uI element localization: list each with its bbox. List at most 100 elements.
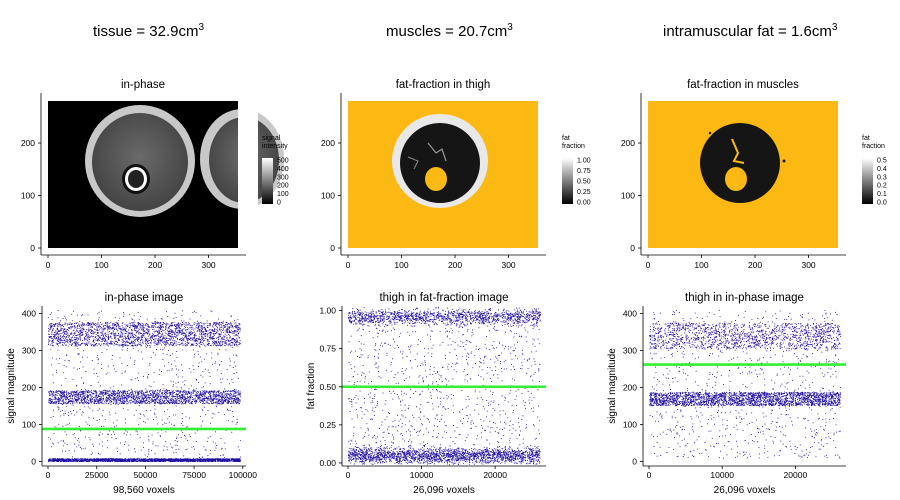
scatter-point — [85, 402, 87, 404]
scatter-point — [191, 461, 193, 462]
scatter-point — [141, 397, 143, 399]
scatter-point — [148, 397, 150, 399]
scatter-point — [138, 392, 140, 394]
scatter-point — [145, 324, 147, 326]
scatter-point — [64, 390, 65, 392]
scatter-point — [87, 339, 88, 341]
scatter-point — [235, 341, 237, 343]
scatter-point — [177, 338, 178, 340]
scatter-point — [176, 324, 178, 326]
scatter-point — [90, 326, 92, 328]
scatter-point — [162, 399, 164, 401]
scatter-point — [120, 398, 121, 400]
scatter-point — [201, 392, 203, 393]
scatter-point — [156, 394, 158, 396]
scatter-point — [56, 323, 58, 325]
scatter-point — [171, 402, 173, 404]
scatter-point — [160, 397, 162, 398]
scatter-point — [99, 336, 101, 338]
scatter-point — [160, 339, 161, 341]
scatter-point — [132, 398, 134, 400]
scatter-point — [128, 322, 130, 324]
scatter-point — [110, 398, 112, 400]
scatter-point — [80, 396, 81, 398]
scatter-point — [222, 393, 224, 394]
scatter-point — [90, 329, 92, 331]
scatter-point — [177, 338, 179, 340]
legend-tick-label: 0.75 — [577, 168, 591, 175]
scatter-point — [91, 322, 93, 324]
scatter-point — [210, 338, 212, 340]
scatter-point — [57, 332, 58, 334]
scatter-point — [146, 323, 147, 324]
scatter-point — [49, 395, 51, 396]
scatter-point — [113, 324, 115, 326]
scatter-point — [105, 342, 107, 344]
scatter-point — [207, 339, 209, 340]
scatter-point — [161, 402, 162, 404]
scatter-point — [232, 390, 233, 392]
scatter-point — [130, 342, 132, 344]
scatter-point — [212, 342, 214, 344]
scatter-point — [174, 340, 176, 342]
scatter-point — [177, 397, 178, 399]
scatter-point — [197, 460, 199, 461]
scatter-point — [69, 461, 71, 462]
legend-tick-label: 0.3 — [877, 174, 887, 181]
scatter-point — [60, 403, 62, 404]
scatter-point — [230, 340, 232, 341]
scatter-point — [201, 330, 202, 332]
x-tick-label: 300 — [801, 260, 815, 270]
scatter-point — [72, 330, 74, 332]
scatter-point — [141, 323, 143, 325]
scatter-point — [197, 391, 199, 392]
scatter-point — [235, 391, 237, 393]
scatter-point — [222, 343, 224, 345]
scatter-point — [96, 343, 97, 344]
scatter-point — [219, 327, 220, 329]
scatter-point — [124, 329, 126, 331]
scatter-point — [134, 326, 136, 328]
scatter-point — [212, 392, 214, 393]
scatter-point — [198, 345, 200, 347]
scatter-point — [126, 403, 128, 404]
scatter-point — [192, 401, 193, 402]
scatter-point — [235, 392, 237, 394]
scatter-point — [95, 397, 96, 399]
scatter-point — [48, 342, 49, 344]
scatter-point — [81, 400, 83, 402]
scatter-point — [55, 342, 57, 344]
scatter-point — [82, 323, 83, 325]
scatter-point — [94, 332, 96, 333]
scatter-point — [216, 342, 217, 343]
scatter-point — [125, 337, 127, 339]
scatter-point — [75, 391, 77, 393]
scatter-point — [147, 391, 148, 393]
scatter-point — [140, 323, 142, 325]
scatter-point — [83, 393, 84, 395]
scatter-point — [138, 336, 140, 338]
scatter-point — [91, 395, 93, 397]
scatter-point — [103, 324, 105, 326]
scatter-point — [161, 393, 163, 394]
scatter-point — [226, 328, 228, 330]
scatter-point — [147, 396, 149, 398]
scatter-point — [142, 325, 144, 327]
scatter-point — [209, 324, 211, 326]
x-tick-label: 0 — [346, 260, 351, 270]
scatter-point — [115, 401, 117, 403]
scatter-point — [216, 323, 218, 325]
scatter-point — [141, 325, 143, 326]
scatter-point — [103, 390, 105, 391]
scatter-point — [143, 328, 144, 330]
scatter-point — [155, 394, 156, 396]
scatter-point — [139, 343, 141, 345]
scatter-point — [184, 335, 186, 337]
scatter-point — [89, 323, 91, 324]
scatter-point — [237, 394, 239, 396]
scatter-point — [175, 328, 177, 330]
scatter-point — [126, 390, 128, 392]
scatter-point — [63, 334, 64, 336]
scatter-point — [117, 390, 119, 392]
scatter-point — [114, 394, 116, 396]
